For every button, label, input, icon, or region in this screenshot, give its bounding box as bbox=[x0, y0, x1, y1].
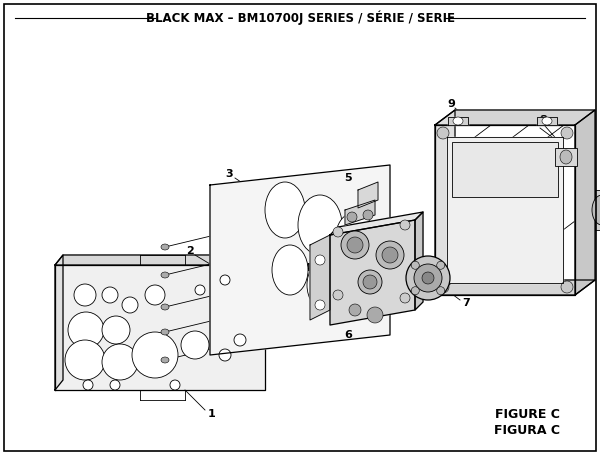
Ellipse shape bbox=[315, 255, 325, 265]
Ellipse shape bbox=[102, 287, 118, 303]
Ellipse shape bbox=[307, 260, 343, 310]
Text: 7: 7 bbox=[462, 298, 470, 308]
Ellipse shape bbox=[333, 227, 343, 237]
Ellipse shape bbox=[363, 210, 373, 220]
Bar bbox=[595, 190, 600, 230]
Ellipse shape bbox=[298, 195, 342, 255]
Ellipse shape bbox=[161, 272, 169, 278]
Ellipse shape bbox=[145, 285, 165, 305]
Ellipse shape bbox=[422, 272, 434, 284]
Ellipse shape bbox=[333, 290, 343, 300]
Polygon shape bbox=[55, 265, 265, 390]
Ellipse shape bbox=[65, 340, 105, 380]
Polygon shape bbox=[55, 255, 63, 390]
Ellipse shape bbox=[592, 195, 600, 225]
Ellipse shape bbox=[272, 245, 308, 295]
Ellipse shape bbox=[132, 332, 178, 378]
Text: 3: 3 bbox=[225, 169, 233, 179]
Ellipse shape bbox=[335, 212, 375, 268]
Polygon shape bbox=[448, 117, 468, 125]
Text: 1: 1 bbox=[208, 409, 216, 419]
Ellipse shape bbox=[110, 380, 120, 390]
Polygon shape bbox=[310, 235, 330, 320]
Ellipse shape bbox=[437, 261, 445, 269]
Ellipse shape bbox=[161, 329, 169, 335]
Ellipse shape bbox=[341, 231, 369, 259]
Text: 5: 5 bbox=[309, 223, 317, 233]
Ellipse shape bbox=[400, 220, 410, 230]
Polygon shape bbox=[537, 117, 557, 125]
Ellipse shape bbox=[363, 275, 377, 289]
Ellipse shape bbox=[347, 212, 357, 222]
Polygon shape bbox=[435, 110, 595, 125]
Polygon shape bbox=[330, 212, 423, 235]
Ellipse shape bbox=[315, 300, 325, 310]
Ellipse shape bbox=[83, 380, 93, 390]
Bar bbox=[452, 142, 558, 197]
Text: 8: 8 bbox=[539, 115, 547, 125]
Text: 2: 2 bbox=[186, 246, 194, 256]
Ellipse shape bbox=[122, 297, 138, 313]
Ellipse shape bbox=[411, 287, 419, 295]
Polygon shape bbox=[415, 212, 423, 310]
Ellipse shape bbox=[400, 293, 410, 303]
Ellipse shape bbox=[68, 312, 104, 348]
Ellipse shape bbox=[102, 344, 138, 380]
Ellipse shape bbox=[414, 264, 442, 292]
Ellipse shape bbox=[560, 150, 572, 164]
Ellipse shape bbox=[234, 334, 246, 346]
Ellipse shape bbox=[376, 241, 404, 269]
Text: 9: 9 bbox=[447, 99, 455, 109]
Polygon shape bbox=[330, 220, 415, 325]
Ellipse shape bbox=[411, 261, 419, 269]
Ellipse shape bbox=[358, 270, 382, 294]
Ellipse shape bbox=[349, 304, 361, 316]
Ellipse shape bbox=[161, 357, 169, 363]
Ellipse shape bbox=[367, 307, 383, 323]
Ellipse shape bbox=[170, 380, 180, 390]
Bar bbox=[555, 148, 577, 166]
Polygon shape bbox=[447, 137, 563, 283]
Text: FIGURE C: FIGURE C bbox=[495, 409, 560, 421]
Text: 6: 6 bbox=[344, 330, 352, 340]
Ellipse shape bbox=[561, 281, 573, 293]
Ellipse shape bbox=[181, 331, 209, 359]
Ellipse shape bbox=[347, 237, 363, 253]
Polygon shape bbox=[345, 200, 375, 225]
Polygon shape bbox=[358, 182, 378, 208]
Polygon shape bbox=[435, 280, 595, 295]
Ellipse shape bbox=[437, 287, 445, 295]
Polygon shape bbox=[55, 255, 273, 265]
Text: BLACK MAX – BM10700J SERIES / SÉRIE / SERIE: BLACK MAX – BM10700J SERIES / SÉRIE / SE… bbox=[146, 11, 455, 25]
Ellipse shape bbox=[74, 284, 96, 306]
Ellipse shape bbox=[542, 117, 552, 125]
Ellipse shape bbox=[453, 117, 463, 125]
Ellipse shape bbox=[437, 281, 449, 293]
Ellipse shape bbox=[220, 275, 230, 285]
Text: 5: 5 bbox=[344, 173, 352, 183]
Polygon shape bbox=[435, 110, 455, 295]
Ellipse shape bbox=[161, 304, 169, 310]
Ellipse shape bbox=[195, 285, 205, 295]
Text: FIGURA C: FIGURA C bbox=[494, 424, 560, 436]
Ellipse shape bbox=[382, 247, 398, 263]
Ellipse shape bbox=[265, 182, 305, 238]
Ellipse shape bbox=[102, 316, 130, 344]
Polygon shape bbox=[575, 110, 595, 295]
Ellipse shape bbox=[437, 127, 449, 139]
Ellipse shape bbox=[219, 349, 231, 361]
Text: 4: 4 bbox=[303, 263, 311, 273]
Ellipse shape bbox=[561, 127, 573, 139]
Ellipse shape bbox=[161, 244, 169, 250]
Ellipse shape bbox=[406, 256, 450, 300]
Polygon shape bbox=[210, 165, 390, 355]
